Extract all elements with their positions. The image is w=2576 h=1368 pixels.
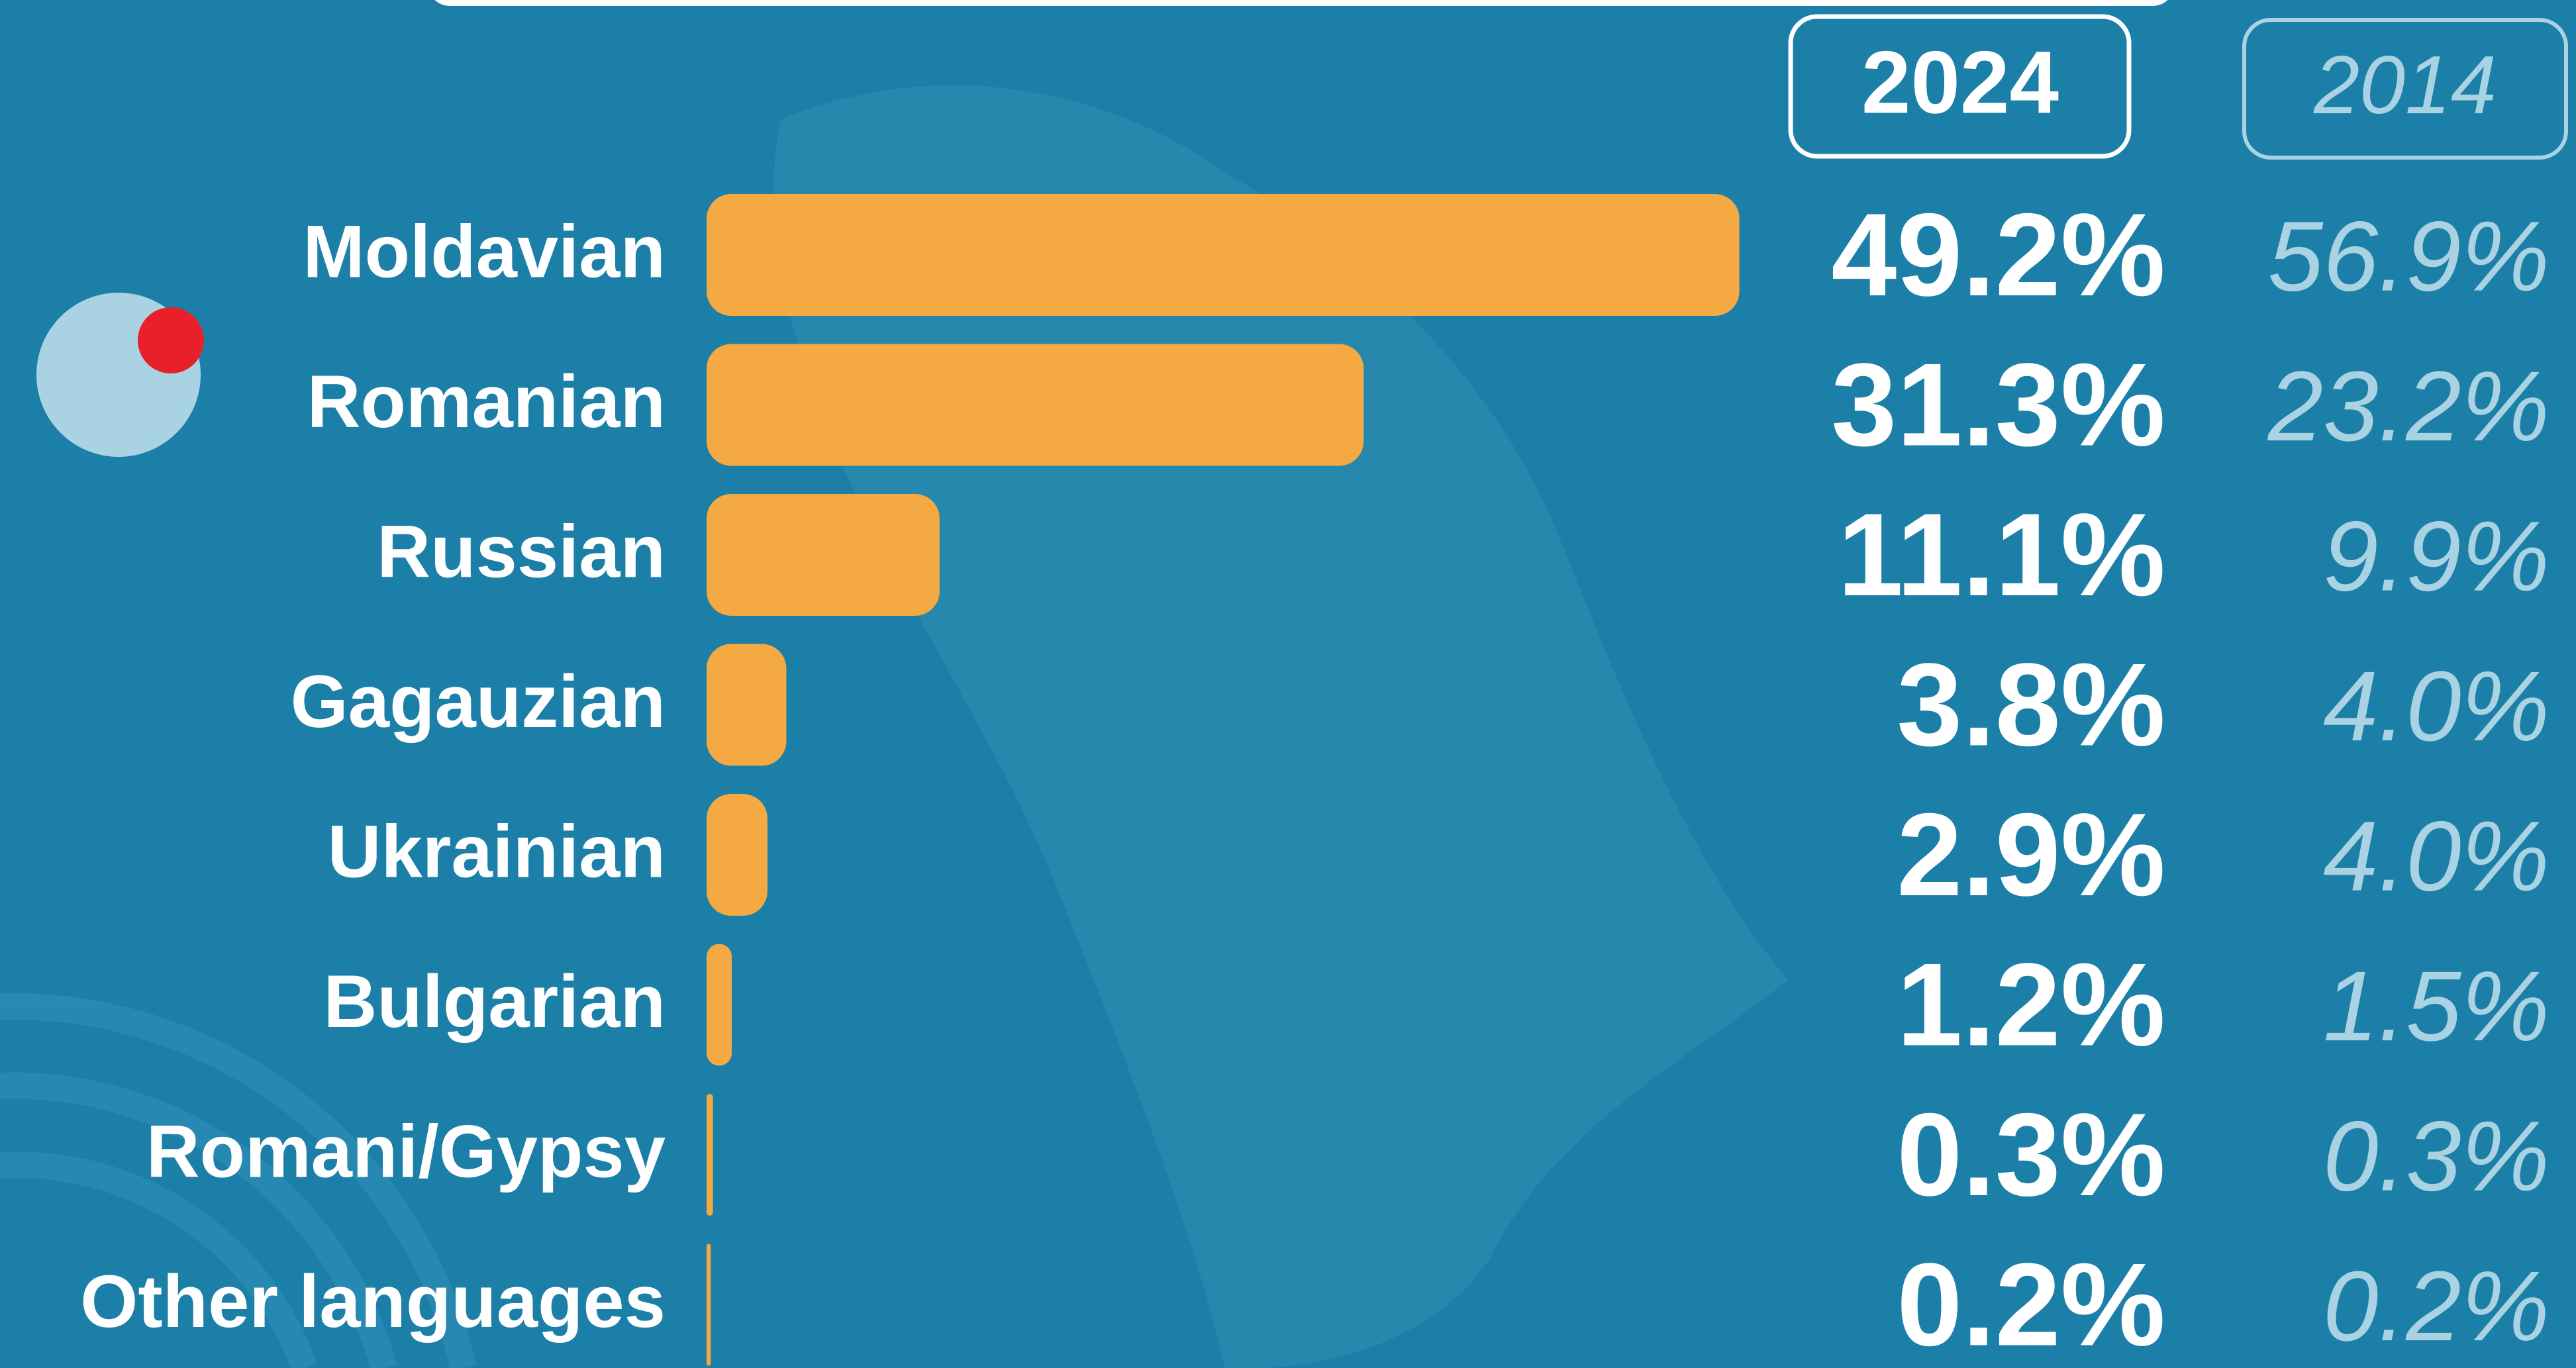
bar bbox=[707, 494, 940, 616]
value-label-2014: 4.0% bbox=[2323, 650, 2550, 761]
category-label: Ukrainian bbox=[328, 810, 666, 893]
category-label: Romani/Gypsy bbox=[146, 1110, 666, 1193]
top-panel bbox=[434, 0, 2168, 6]
bar bbox=[707, 194, 1740, 316]
category-label: Gagauzian bbox=[291, 660, 666, 743]
value-label-2014: 0.2% bbox=[2323, 1250, 2550, 1361]
value-label-2014: 0.3% bbox=[2323, 1100, 2550, 1212]
value-label-2024: 31.3% bbox=[1831, 339, 2165, 471]
value-label-2024: 2.9% bbox=[1897, 789, 2165, 920]
value-label-2024: 49.2% bbox=[1831, 189, 2165, 320]
value-label-2014: 9.9% bbox=[2323, 501, 2550, 612]
value-label-2024: 11.1% bbox=[1838, 489, 2165, 620]
bar bbox=[707, 944, 732, 1066]
series-name: 2014 bbox=[2313, 40, 2497, 131]
background-arcs bbox=[0, 993, 477, 1368]
category-label: Russian bbox=[377, 511, 666, 593]
category-label: Romanian bbox=[307, 360, 666, 443]
header-box-2024 bbox=[1788, 14, 2132, 159]
bar bbox=[707, 1244, 711, 1366]
series-name: 2024 bbox=[1861, 33, 2059, 132]
value-label-2014: 1.5% bbox=[2323, 950, 2550, 1061]
category-label: Other languages bbox=[80, 1260, 666, 1343]
category-label: Bulgarian bbox=[323, 960, 666, 1043]
value-label-2014: 23.2% bbox=[2267, 350, 2550, 462]
deco-dot bbox=[138, 307, 204, 373]
value-label-2024: 1.2% bbox=[1897, 939, 2165, 1071]
header-box-2014 bbox=[2242, 18, 2568, 160]
bar bbox=[707, 344, 1364, 466]
bar bbox=[707, 794, 768, 916]
category-label: Moldavian bbox=[303, 211, 666, 293]
bar bbox=[707, 644, 787, 766]
value-label-2014: 56.9% bbox=[2268, 201, 2550, 312]
value-label-2024: 0.3% bbox=[1897, 1089, 2165, 1220]
value-label-2024: 3.8% bbox=[1897, 639, 2165, 771]
value-label-2024: 0.2% bbox=[1897, 1239, 2165, 1368]
value-label-2014: 4.0% bbox=[2323, 801, 2550, 912]
bar bbox=[707, 1094, 713, 1216]
